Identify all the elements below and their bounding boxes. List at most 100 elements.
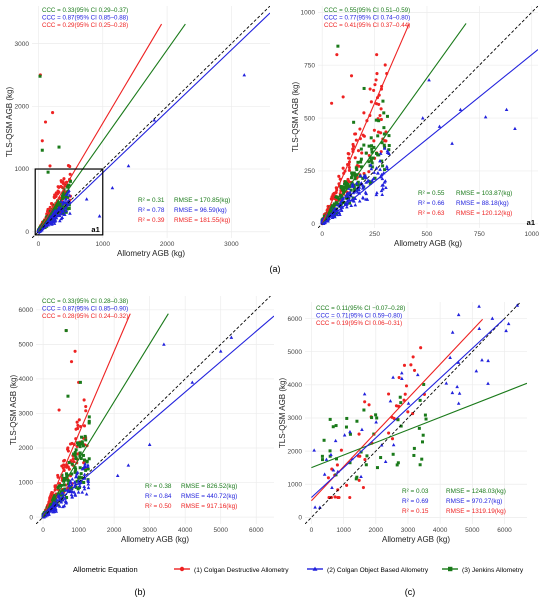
data-point [71, 457, 75, 461]
data-point [349, 188, 353, 192]
data-point [372, 145, 376, 149]
fit-line-red [42, 313, 131, 518]
data-point [359, 147, 363, 151]
data-point [339, 448, 343, 452]
data-point [367, 160, 371, 164]
data-point [78, 451, 82, 455]
plot-marks [32, 6, 270, 238]
data-point [379, 107, 383, 111]
r2-label-red: R² = 0.63 [418, 210, 445, 217]
data-point [372, 128, 376, 132]
data-point [79, 457, 83, 461]
data-point [81, 453, 85, 457]
data-point [62, 479, 66, 483]
ccc-label-red: CCC = 0.28(95% CI 0.24–0.32) [42, 313, 128, 320]
data-point [51, 111, 55, 115]
y-tick-label: 2000 [15, 104, 30, 111]
data-point [358, 173, 363, 178]
data-point [418, 463, 422, 467]
data-point [329, 452, 333, 457]
data-point [331, 425, 335, 429]
data-point [320, 454, 324, 458]
x-tick-label: 0 [310, 527, 314, 534]
ccc-label-green: CCC = 0.55(95% CI 0.51–0.59) [324, 7, 410, 14]
data-point [344, 425, 348, 429]
data-point [351, 147, 355, 151]
data-point [74, 467, 78, 471]
data-point [342, 188, 346, 192]
data-point [417, 426, 421, 430]
data-point [74, 427, 78, 431]
data-point [353, 156, 357, 160]
data-point [385, 150, 390, 154]
data-point [383, 179, 388, 183]
data-point [57, 185, 61, 189]
legend-label: (1) Colgan Destructive Allometry [194, 567, 289, 574]
data-point [357, 478, 361, 482]
data-point [333, 195, 337, 199]
data-point [52, 494, 56, 498]
data-point [363, 173, 368, 178]
data-point [382, 146, 387, 150]
data-point [59, 490, 63, 494]
data-point [70, 477, 75, 481]
data-point [385, 166, 390, 171]
data-point [415, 372, 420, 377]
data-point [378, 151, 383, 155]
y-tick-label: 1000 [19, 480, 34, 487]
data-point [64, 472, 68, 476]
data-point [56, 473, 60, 477]
data-point [379, 117, 383, 122]
data-point [349, 176, 353, 180]
data-point [456, 401, 461, 405]
data-point [384, 139, 388, 143]
data-point [86, 482, 91, 486]
data-point [74, 472, 79, 476]
rmse-label-blue: RMSE = 88.18(kg) [456, 200, 509, 207]
data-point [350, 173, 354, 177]
data-point [379, 188, 384, 193]
data-point [375, 171, 380, 175]
legend: Allometric Equation (1) Colgan Destructi… [73, 565, 524, 574]
data-point [382, 132, 386, 136]
data-point [74, 474, 79, 478]
data-point [59, 212, 64, 216]
data-point [334, 424, 338, 428]
data-point [229, 335, 234, 339]
data-point [359, 160, 363, 164]
data-point [363, 400, 367, 404]
data-point [380, 176, 385, 181]
data-point [383, 168, 387, 172]
data-point [62, 463, 66, 467]
data-point [350, 171, 354, 175]
data-point [356, 180, 360, 184]
data-point [40, 148, 44, 152]
data-point [334, 457, 338, 461]
r2-label-blue: R² = 0.66 [418, 200, 445, 207]
x-tick-label: 0 [320, 231, 324, 238]
data-point [474, 369, 479, 373]
data-point [380, 159, 384, 163]
data-point [75, 479, 79, 483]
data-point [420, 440, 424, 444]
data-point [65, 183, 69, 187]
data-point [424, 417, 428, 421]
label-b: (b) [135, 587, 146, 597]
data-point [324, 457, 329, 461]
data-point [335, 211, 339, 215]
data-point [54, 509, 59, 513]
data-point [77, 483, 82, 488]
data-point [351, 190, 356, 195]
data-point [61, 200, 66, 204]
data-point [406, 410, 410, 414]
x-tick-label: 3000 [224, 241, 239, 248]
x-tick-label: 1000 [71, 527, 86, 534]
legend-item-colgan-object: (2) Colgan Object Based Allometry [307, 566, 429, 574]
data-point [57, 408, 61, 412]
data-point [367, 144, 371, 148]
ccc-label-blue: CCC = 0.71(95% CI 0.59–0.80) [316, 312, 402, 319]
data-point [328, 449, 332, 453]
data-point [65, 475, 69, 479]
y-tick-label: 1000 [301, 10, 316, 17]
identity-line [318, 6, 538, 228]
